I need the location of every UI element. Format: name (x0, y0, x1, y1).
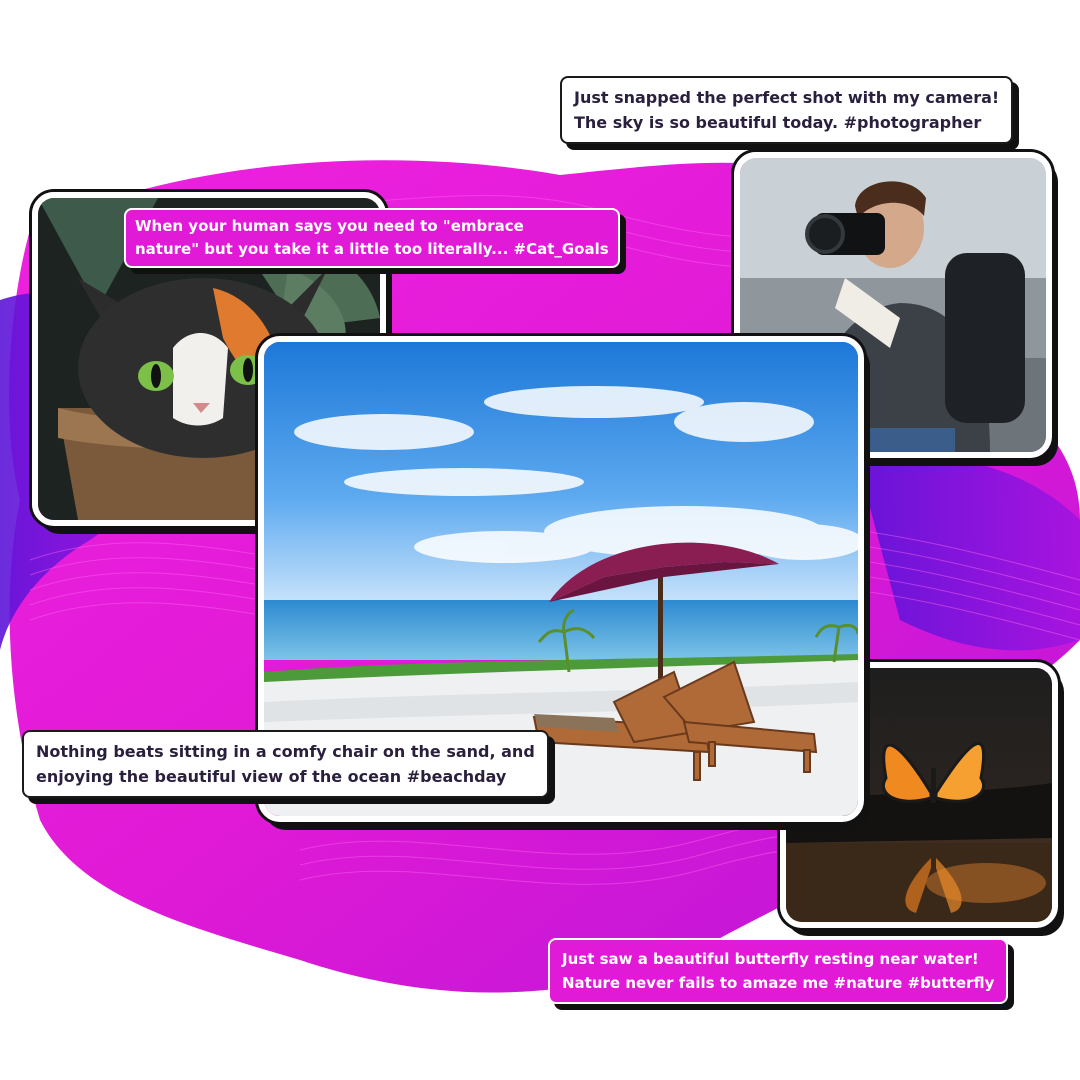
butterfly-caption-line-2: Nature never fails to amaze me #nature #… (562, 974, 995, 992)
cat-caption-line-2: nature" but you take it a little too lit… (135, 240, 609, 258)
cat-caption: When your human says you need to "embrac… (124, 208, 620, 268)
photographer-caption-line-2: The sky is so beautiful today. #photogra… (574, 113, 982, 132)
beach-caption-line-1: Nothing beats sitting in a comfy chair o… (36, 742, 535, 761)
beach-caption: Nothing beats sitting in a comfy chair o… (22, 730, 549, 798)
photographer-caption-line-1: Just snapped the perfect shot with my ca… (574, 88, 1000, 107)
photographer-caption: Just snapped the perfect shot with my ca… (560, 76, 1014, 144)
beach-caption-line-2: enjoying the beautiful view of the ocean… (36, 767, 507, 786)
photographer-photo (734, 152, 1052, 458)
butterfly-caption: Just saw a beautiful butterfly resting n… (548, 938, 1009, 1004)
butterfly-caption-line-1: Just saw a beautiful butterfly resting n… (562, 950, 979, 968)
cat-caption-line-1: When your human says you need to "embrac… (135, 217, 524, 235)
